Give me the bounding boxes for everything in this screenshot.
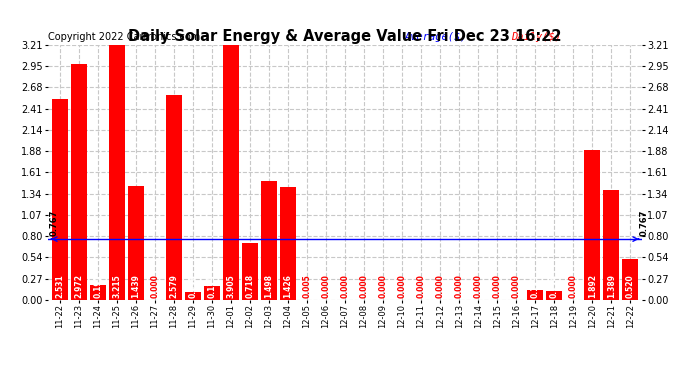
Bar	[223, 0, 239, 300]
Text: 0.000: 0.000	[150, 274, 159, 298]
Bar	[90, 285, 106, 300]
Text: 0.000: 0.000	[379, 274, 388, 298]
Bar	[584, 150, 600, 300]
Text: 0.005: 0.005	[302, 274, 311, 298]
Bar	[128, 186, 144, 300]
Text: 0.520: 0.520	[626, 274, 635, 298]
Bar	[204, 286, 220, 300]
Bar	[109, 45, 125, 300]
Bar	[280, 187, 296, 300]
Bar	[241, 243, 258, 300]
Text: 0.000: 0.000	[493, 274, 502, 298]
Text: 0.000: 0.000	[340, 274, 350, 298]
Text: 2.531: 2.531	[55, 274, 64, 298]
Text: 1.892: 1.892	[588, 274, 597, 298]
Text: 3.905: 3.905	[226, 274, 235, 298]
Text: 0.000: 0.000	[455, 274, 464, 298]
Text: 0.000: 0.000	[322, 274, 331, 298]
Text: 0.000: 0.000	[512, 274, 521, 298]
Text: 0.179: 0.179	[208, 274, 217, 298]
Bar	[527, 290, 543, 300]
Text: 0.767: 0.767	[640, 210, 649, 236]
Text: 0.000: 0.000	[417, 274, 426, 298]
Text: 1.389: 1.389	[607, 274, 615, 298]
Bar	[166, 95, 182, 300]
Text: 0.191: 0.191	[93, 274, 102, 298]
Text: 0.000: 0.000	[569, 274, 578, 298]
Bar	[52, 99, 68, 300]
Text: 1.498: 1.498	[264, 274, 273, 298]
Bar	[261, 181, 277, 300]
Text: Daily($): Daily($)	[511, 33, 561, 42]
Bar	[546, 291, 562, 300]
Text: 0.000: 0.000	[359, 274, 368, 298]
Bar	[185, 292, 201, 300]
Title: Daily Solar Energy & Average Value Fri Dec 23 16:22: Daily Solar Energy & Average Value Fri D…	[128, 29, 562, 44]
Bar	[70, 64, 87, 300]
Bar	[603, 190, 620, 300]
Text: 0.114: 0.114	[550, 274, 559, 298]
Text: 1.426: 1.426	[284, 274, 293, 298]
Text: 0.000: 0.000	[435, 274, 444, 298]
Text: 2.972: 2.972	[75, 274, 83, 298]
Text: 0.718: 0.718	[246, 273, 255, 298]
Text: 0.000: 0.000	[473, 274, 482, 298]
Text: 0.767: 0.767	[49, 210, 58, 236]
Text: 3.215: 3.215	[112, 274, 121, 298]
Text: Copyright 2022 Cartronics.com: Copyright 2022 Cartronics.com	[48, 33, 201, 42]
Text: 1.439: 1.439	[131, 274, 140, 298]
Text: 2.579: 2.579	[169, 274, 178, 298]
Text: 0.000: 0.000	[397, 274, 406, 298]
Text: Average($): Average($)	[404, 33, 467, 42]
Text: 0.096: 0.096	[188, 274, 197, 298]
Text: 0.129: 0.129	[531, 274, 540, 298]
Bar	[622, 259, 638, 300]
